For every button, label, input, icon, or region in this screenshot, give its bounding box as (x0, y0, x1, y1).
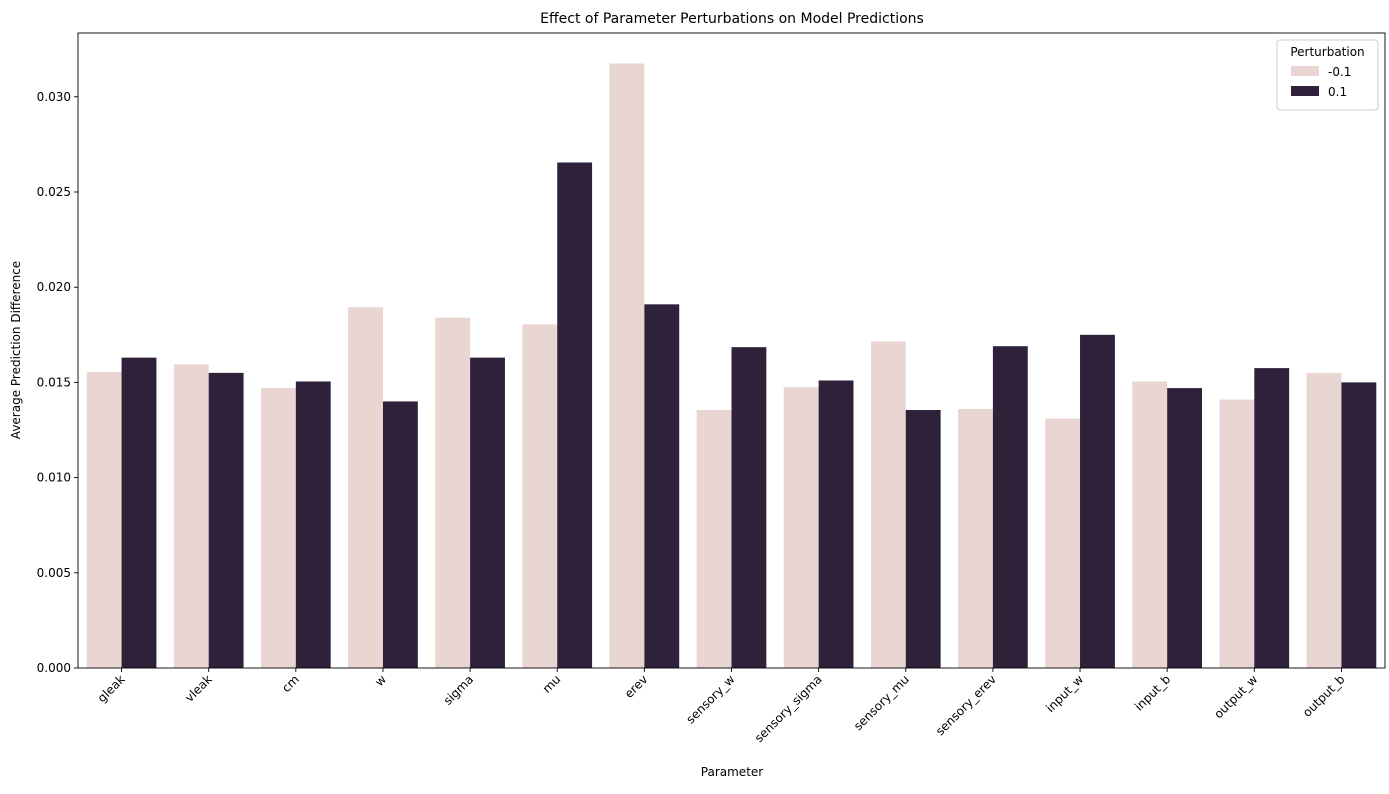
x-tick-label: output_w (1211, 672, 1260, 721)
bar-gleak-series-0 (86, 371, 122, 668)
bar-sigma-series-1 (470, 357, 505, 668)
y-tick-label: 0.015 (37, 375, 71, 389)
chart-title: Effect of Parameter Perturbations on Mod… (540, 11, 924, 27)
legend-swatch-0 (1291, 66, 1319, 76)
x-tick-label: sensory_w (683, 672, 737, 726)
bar-sensory_w-series-0 (696, 410, 732, 668)
x-tick-label: output_b (1300, 672, 1348, 720)
y-tick-label: 0.030 (37, 90, 71, 104)
x-tick-label: sensory_erev (933, 672, 999, 738)
y-tick-label: 0.000 (37, 661, 71, 675)
bar-w-series-0 (348, 307, 383, 668)
y-tick-label: 0.005 (37, 566, 71, 580)
x-tick-label: sensory_mu (851, 672, 912, 733)
bar-output_b-series-0 (1306, 372, 1342, 668)
bar-output_b-series-1 (1341, 382, 1377, 668)
x-tick-label: input_b (1132, 672, 1173, 713)
legend-entry-0: -0.1 (1328, 65, 1351, 79)
bar-erev-series-0 (609, 63, 645, 668)
x-tick-label: gleak (95, 672, 128, 705)
legend-swatch-1 (1291, 86, 1319, 96)
x-tick-label: sensory_sigma (752, 672, 825, 745)
y-tick-label: 0.025 (37, 185, 71, 199)
y-axis-label: Average Prediction Difference (9, 261, 23, 439)
bar-sensory_sigma-series-1 (818, 380, 854, 668)
x-tick-label: cm (279, 672, 302, 695)
x-tick-label: sigma (441, 672, 477, 708)
bar-sensory_mu-series-1 (905, 410, 941, 668)
legend-entry-1: 0.1 (1328, 85, 1347, 99)
x-tick-label: vleak (182, 672, 215, 705)
bar-sensory_sigma-series-0 (783, 387, 819, 668)
bar-cm-series-0 (260, 388, 296, 668)
bar-mu-series-1 (557, 162, 593, 669)
bar-sigma-series-0 (435, 317, 471, 668)
legend: Perturbation -0.1 0.1 (1276, 39, 1379, 111)
x-tick-label: w (372, 672, 389, 689)
bar-vleak-series-1 (208, 372, 244, 668)
bars-layer (86, 63, 1377, 669)
x-tick-label: input_w (1043, 672, 1086, 715)
bar-sensory_erev-series-1 (992, 346, 1028, 668)
y-tick-label: 0.020 (37, 280, 71, 294)
bar-w-series-1 (382, 401, 418, 668)
x-tick-label: erev (622, 672, 651, 701)
bar-input_w-series-0 (1045, 418, 1081, 668)
x-tick-label: mu (540, 672, 564, 696)
bar-erev-series-1 (644, 304, 680, 668)
bar-gleak-series-1 (121, 357, 157, 668)
bar-sensory_erev-series-0 (958, 409, 993, 668)
bar-sensory_mu-series-0 (870, 341, 906, 668)
bar-vleak-series-0 (173, 364, 209, 668)
bar-cm-series-1 (295, 381, 331, 668)
bar-output_w-series-0 (1219, 399, 1255, 668)
bar-mu-series-0 (522, 324, 558, 668)
bar-input_w-series-1 (1080, 334, 1115, 668)
legend-title: Perturbation (1290, 45, 1364, 59)
bar-output_w-series-1 (1254, 368, 1290, 668)
x-axis-label: Parameter (701, 765, 763, 779)
bar-sensory_w-series-1 (731, 347, 767, 668)
bar-input_b-series-0 (1132, 381, 1168, 668)
y-tick-label: 0.010 (37, 471, 71, 485)
bar-input_b-series-1 (1167, 388, 1203, 668)
